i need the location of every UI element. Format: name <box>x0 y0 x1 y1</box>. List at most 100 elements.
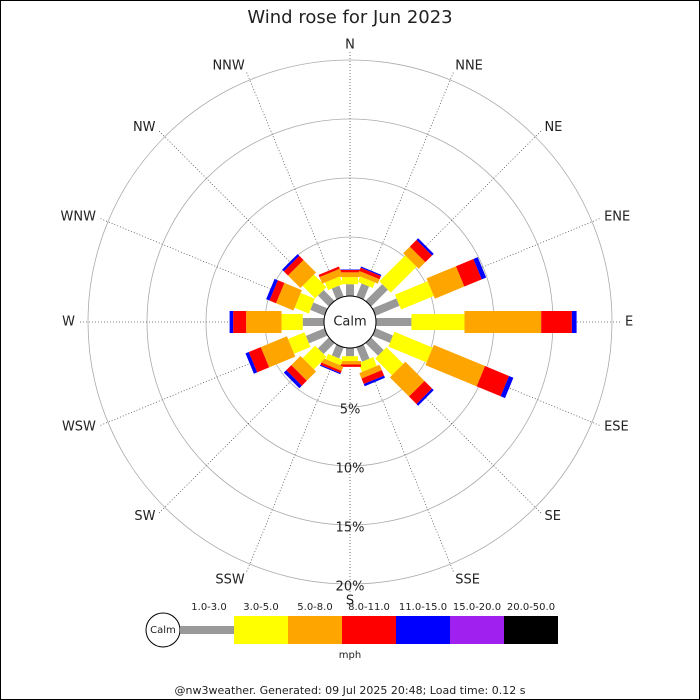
segment <box>365 284 388 307</box>
legend-swatch <box>180 626 234 634</box>
segment <box>359 267 381 280</box>
segment <box>372 298 400 316</box>
r-tick-label: 10% <box>336 462 365 477</box>
segment <box>331 344 344 359</box>
segment <box>319 364 341 375</box>
segment <box>324 276 343 291</box>
segment <box>416 238 434 256</box>
segment <box>357 270 380 284</box>
segment <box>269 280 285 304</box>
direction-label: ESE <box>604 420 629 435</box>
segment <box>305 328 328 344</box>
segment <box>426 266 465 299</box>
legend-calm-label: Calm <box>150 625 176 636</box>
segment <box>409 239 433 263</box>
direction-label: NW <box>133 120 156 135</box>
legend-label: 15.0-20.0 <box>453 602 501 613</box>
segment <box>409 381 433 405</box>
legend-swatch <box>396 616 450 644</box>
segment <box>455 258 482 287</box>
segment <box>571 311 577 333</box>
direction-label: WNW <box>60 209 96 224</box>
segment <box>464 311 542 333</box>
legend-label: 3.0-5.0 <box>243 602 278 613</box>
segment <box>310 302 328 316</box>
segment <box>260 336 296 368</box>
r-tick-label: 15% <box>336 521 365 536</box>
segment <box>365 337 384 356</box>
segment <box>319 268 343 284</box>
calm-label: Calm <box>333 315 366 330</box>
segment <box>346 348 354 357</box>
segment <box>302 318 324 326</box>
direction-label: SSE <box>455 573 480 588</box>
segment <box>356 344 370 362</box>
direction-label: NNE <box>455 58 483 73</box>
segment <box>541 311 572 333</box>
segment <box>346 284 354 296</box>
calm-circle <box>323 295 377 349</box>
legend-label: 5.0-8.0 <box>297 602 332 613</box>
segment <box>283 370 302 389</box>
legend-swatch <box>288 616 342 644</box>
segment <box>286 365 307 386</box>
segment <box>291 355 317 381</box>
segment <box>302 345 327 370</box>
segment <box>320 362 342 374</box>
r-tick-label: 5% <box>340 403 361 418</box>
legend-label: 8.0-11.0 <box>348 602 390 613</box>
segment <box>283 255 304 276</box>
segment <box>389 361 425 397</box>
segment <box>376 318 412 326</box>
segment <box>229 311 234 333</box>
legend-swatch <box>450 616 504 644</box>
segment <box>339 272 361 278</box>
direction-label: NE <box>544 120 562 135</box>
segment <box>359 364 382 379</box>
segment <box>358 357 377 372</box>
segment <box>294 292 315 314</box>
segment <box>281 314 303 330</box>
segment <box>233 311 247 333</box>
legend-label: 20.0-50.0 <box>507 602 555 613</box>
segment <box>473 257 487 280</box>
direction-label: SE <box>544 509 560 524</box>
direction-label: NNW <box>212 58 244 73</box>
segment <box>500 375 514 399</box>
direction-label: SSW <box>215 573 245 588</box>
segment <box>288 332 311 354</box>
segment <box>302 274 327 299</box>
segment <box>388 331 433 363</box>
segment <box>372 328 393 343</box>
legend-label: 1.0-3.0 <box>191 602 226 613</box>
segment <box>416 388 434 406</box>
segment <box>361 370 385 385</box>
grid-ring <box>87 59 613 585</box>
direction-label: W <box>62 315 75 330</box>
segment <box>342 277 358 285</box>
segment <box>403 246 426 269</box>
segment <box>339 364 361 367</box>
segment <box>476 366 510 397</box>
segment <box>342 356 358 361</box>
direction-label: ENE <box>604 209 630 224</box>
legend-swatch <box>342 616 396 644</box>
segment <box>248 347 270 373</box>
direction-label: N <box>345 38 355 53</box>
r-tick-label: 20% <box>336 580 365 595</box>
segment <box>246 311 282 333</box>
segment <box>339 270 361 273</box>
segment <box>321 358 344 371</box>
direction-label: S <box>346 594 354 609</box>
footer: @nw3weather. Generated: 09 Jul 2025 20:4… <box>175 684 526 697</box>
segment <box>339 360 361 365</box>
direction-label: E <box>625 315 633 330</box>
segment <box>331 285 344 300</box>
legend-swatch <box>234 616 288 644</box>
chart-title: Wind rose for Jun 2023 <box>247 7 452 28</box>
segment <box>275 282 302 311</box>
segment <box>356 283 370 300</box>
segment <box>394 281 434 310</box>
segment <box>245 352 258 374</box>
